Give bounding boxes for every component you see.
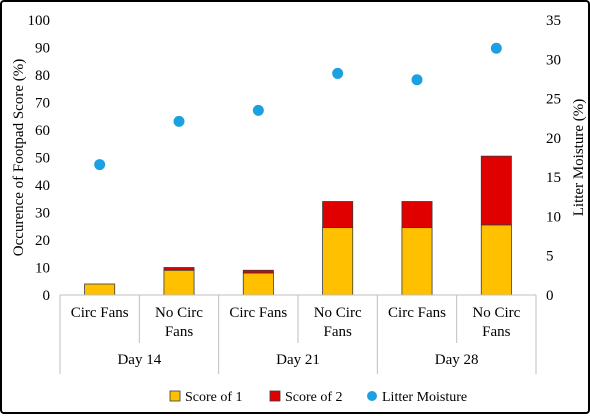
bar-score-of-2 [322,201,354,229]
left-axis-tick-label: 40 [35,178,50,194]
scatter-point-litter-moisture [173,115,185,127]
group-label: Day 21 [276,352,320,368]
left-axis-tick-label: 60 [35,123,50,139]
category-label: Circ Fans [388,305,446,321]
legend-label: Score of 2 [285,390,343,405]
left-axis-tick-label: 20 [35,233,50,249]
scatter-point-litter-moisture [490,42,502,54]
left-axis-tick-label: 100 [28,13,51,29]
bar-score-of-1 [163,269,195,296]
right-axis-tick-label: 5 [546,249,554,265]
left-axis-tick-label: 0 [43,288,51,304]
group-label: Day 14 [117,352,161,368]
bar-score-of-1 [242,272,274,296]
bar-score-of-2 [480,155,512,226]
left-axis-title: Occurence of Footpad Score (%) [11,59,27,256]
bar-score-of-2 [401,201,433,229]
legend-swatch [169,390,181,402]
bar-score-of-1 [84,283,116,296]
bar-score-of-1 [480,224,512,296]
left-axis-tick-label: 10 [35,261,50,277]
legend-swatch [367,391,377,401]
scatter-point-litter-moisture [411,74,423,86]
right-axis-tick-label: 20 [546,131,561,147]
right-axis-tick-label: 15 [546,170,561,186]
left-axis-tick-label: 80 [35,68,50,84]
right-axis-tick-label: 10 [546,209,561,225]
left-axis-tick-label: 70 [35,96,50,112]
left-axis-tick-label: 50 [35,151,50,167]
right-axis-title: Litter Moisture (%) [571,99,587,216]
bar-score-of-1 [322,227,354,296]
bar-score-of-2 [242,269,274,274]
right-axis-tick-label: 35 [546,13,561,29]
category-label: Fans [482,324,511,340]
right-axis-tick-label: 30 [546,52,561,68]
legend-label: Score of 1 [185,390,243,405]
category-label: No Circ [472,305,520,321]
scatter-point-litter-moisture [252,104,264,116]
left-axis-tick-label: 30 [35,206,50,222]
legend-swatch [269,390,281,402]
category-label: Fans [165,324,194,340]
group-label: Day 28 [435,352,479,368]
category-label: Circ Fans [71,305,129,321]
category-label: Fans [323,324,352,340]
category-label: No Circ [314,305,362,321]
bar-score-of-2 [163,267,195,271]
category-label: No Circ [155,305,203,321]
right-axis-tick-label: 0 [546,288,554,304]
category-label: Circ Fans [229,305,287,321]
scatter-point-litter-moisture [332,67,344,79]
legend-label: Litter Moisture [382,390,467,405]
bar-score-of-1 [401,227,433,296]
right-axis-tick-label: 25 [546,92,561,108]
scatter-point-litter-moisture [94,159,106,171]
left-axis-tick-label: 90 [35,41,50,57]
